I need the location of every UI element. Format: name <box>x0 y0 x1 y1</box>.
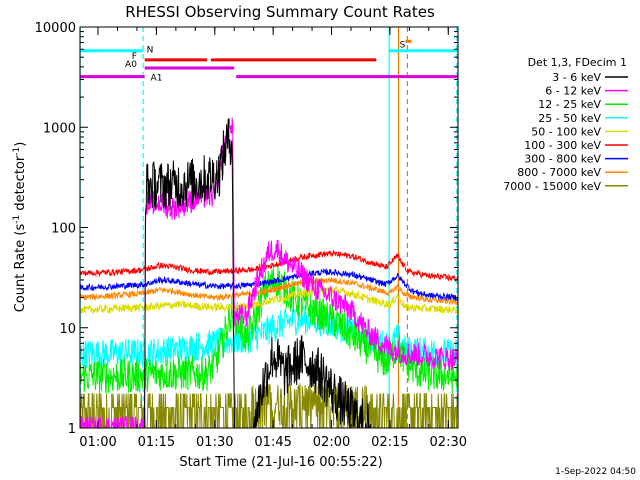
y-tick-label: 100 <box>51 222 76 237</box>
state-bar-label-a1: A1 <box>151 74 163 84</box>
x-tick-label: 01:00 <box>79 435 116 450</box>
legend-label-3: 12 - 25 keV <box>538 98 601 111</box>
legend-label-5: 50 - 100 keV <box>531 125 601 138</box>
legend-label-7: 300 - 800 keV <box>524 153 601 166</box>
series-line-8 <box>79 277 459 306</box>
legend-label-1: 3 - 6 keV <box>552 71 601 84</box>
state-bar-label-s: S <box>400 40 406 50</box>
footer-timestamp: 1-Sep-2022 04:50 <box>555 467 636 477</box>
x-tick-label: 01:45 <box>254 435 291 450</box>
x-tick-label: 02:30 <box>430 435 467 450</box>
y-axis-label-sup1: -1 <box>12 215 22 224</box>
x-tick-label: 02:00 <box>313 435 350 450</box>
y-axis-label-prefix: Count Rate (s <box>13 224 28 313</box>
x-tick-label: 01:15 <box>138 435 175 450</box>
series-line-5 <box>79 285 459 315</box>
x-axis: 01:00 01:15 01:30 01:45 02:00 02:15 02:30 <box>79 27 467 450</box>
x-axis-label: Start Time (21-Jul-16 00:55:22) <box>179 455 382 470</box>
series-line-7 <box>79 267 459 302</box>
y-tick-label: 10000 <box>35 21 76 36</box>
legend-title: Det 1,3, FDecim 1 <box>528 56 627 69</box>
y-tick-label: 1000 <box>43 121 76 136</box>
legend-label-9: 7000 - 15000 keV <box>503 180 601 193</box>
y-tick-label: 1 <box>68 422 76 437</box>
y-axis-label: Count Rate (s-1 detector-1) <box>12 142 28 313</box>
legend-label-2: 6 - 12 keV <box>545 85 601 98</box>
state-bar-label-f: F <box>132 52 137 62</box>
y-axis-label-sup2: -1 <box>12 147 22 156</box>
state-bar-label-n: N <box>147 46 154 56</box>
series-line-3 <box>79 267 459 395</box>
chart-title: RHESSI Observing Summary Count Rates <box>125 3 435 21</box>
x-tick-label: 02:15 <box>371 435 408 450</box>
legend-label-6: 100 - 300 keV <box>524 139 601 152</box>
y-tick-label: 10 <box>59 322 76 337</box>
series-line-1 <box>80 118 458 429</box>
y-axis-label-suffix: ) <box>13 142 28 147</box>
series-line-2 <box>79 117 459 430</box>
legend-label-8: 800 - 7000 keV <box>517 166 601 179</box>
legend-label-4: 25 - 50 keV <box>538 112 601 125</box>
y-axis: 1 10 100 1000 10000 <box>35 21 458 437</box>
y-axis-label-mid: detector <box>13 155 28 215</box>
state-bar-label-a0: A0 <box>125 60 137 70</box>
x-tick-label: 01:30 <box>196 435 233 450</box>
series-line-6 <box>79 249 459 283</box>
